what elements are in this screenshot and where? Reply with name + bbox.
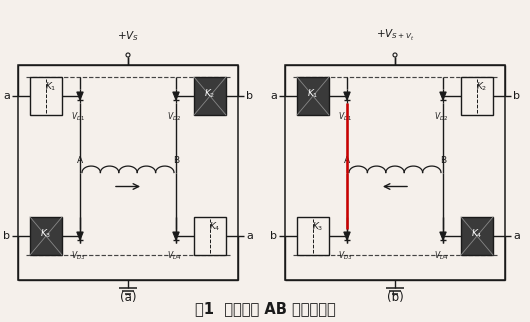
Text: A: A — [344, 156, 350, 165]
Text: a: a — [270, 91, 277, 101]
Text: B: B — [440, 156, 446, 165]
Bar — [461, 77, 493, 115]
Text: $V_{D3}$: $V_{D3}$ — [338, 250, 352, 262]
Bar — [30, 217, 62, 255]
Text: $V_{D2}$: $V_{D2}$ — [434, 110, 448, 122]
Text: a: a — [246, 231, 253, 241]
Polygon shape — [173, 92, 179, 100]
Polygon shape — [344, 232, 350, 240]
Polygon shape — [173, 232, 179, 240]
Bar — [194, 217, 226, 255]
Polygon shape — [440, 232, 446, 240]
Text: $V_{D3}$: $V_{D3}$ — [71, 250, 85, 262]
Text: $K_1$: $K_1$ — [45, 80, 57, 93]
Text: $K_4$: $K_4$ — [209, 220, 220, 233]
Text: $K_4$: $K_4$ — [471, 228, 483, 240]
Text: (a): (a) — [120, 291, 136, 305]
Text: a: a — [3, 91, 10, 101]
Text: (b): (b) — [386, 291, 403, 305]
Text: $+V_S$: $+V_S$ — [117, 29, 139, 43]
Polygon shape — [77, 232, 83, 240]
Text: $+V_{S+V_t}$: $+V_{S+V_t}$ — [376, 28, 414, 43]
Bar — [297, 77, 329, 115]
Text: $V_{D1}$: $V_{D1}$ — [338, 110, 352, 122]
Text: $V_{D2}$: $V_{D2}$ — [167, 110, 181, 122]
Bar — [30, 77, 62, 115]
Text: b: b — [246, 91, 253, 101]
Text: $K_3$: $K_3$ — [312, 220, 323, 233]
Bar — [18, 65, 238, 280]
Text: b: b — [513, 91, 520, 101]
Text: b: b — [270, 231, 277, 241]
Polygon shape — [344, 92, 350, 100]
Text: $V_{D4}$: $V_{D4}$ — [434, 250, 448, 262]
Text: $K_2$: $K_2$ — [205, 88, 216, 100]
Text: b: b — [3, 231, 10, 241]
Text: B: B — [173, 156, 179, 165]
Polygon shape — [440, 92, 446, 100]
Text: 图1  电机绕组 AB 的电流方向: 图1 电机绕组 AB 的电流方向 — [195, 301, 335, 317]
Polygon shape — [77, 92, 83, 100]
Text: $K_3$: $K_3$ — [40, 228, 52, 240]
Bar — [194, 77, 226, 115]
Text: $V_{D1}$: $V_{D1}$ — [71, 110, 85, 122]
Bar — [297, 217, 329, 255]
Text: $K_1$: $K_1$ — [307, 88, 319, 100]
Bar — [285, 65, 505, 280]
Text: a: a — [513, 231, 520, 241]
Text: A: A — [77, 156, 83, 165]
Text: $V_{D4}$: $V_{D4}$ — [167, 250, 181, 262]
Bar — [461, 217, 493, 255]
Text: $K_2$: $K_2$ — [476, 80, 488, 93]
